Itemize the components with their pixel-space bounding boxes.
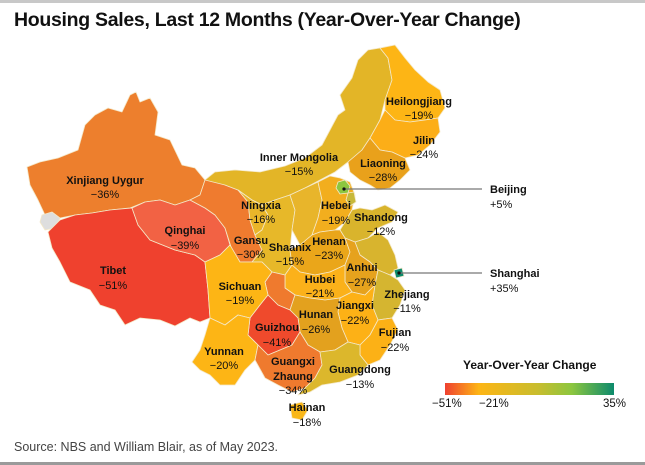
svg-text:−28%: −28%	[369, 172, 398, 184]
label-jiangxi: Jiangxi −22%	[336, 300, 374, 327]
svg-text:Beijing: Beijing	[490, 184, 527, 196]
svg-text:Yunnan: Yunnan	[204, 346, 244, 358]
svg-text:Tibet: Tibet	[100, 265, 126, 277]
label-guangdong: Guangdong −13%	[329, 364, 391, 391]
svg-text:−36%: −36%	[91, 189, 120, 201]
svg-text:−22%: −22%	[381, 342, 410, 354]
svg-text:−21%: −21%	[306, 288, 335, 300]
svg-text:−19%: −19%	[322, 215, 351, 227]
svg-text:Gansu: Gansu	[234, 235, 268, 247]
label-ningxia: Ningxia −16%	[241, 200, 282, 226]
label-hainan: Hainan −18%	[289, 402, 326, 429]
label-sichuan: Sichuan −19%	[219, 281, 262, 307]
svg-text:−22%: −22%	[341, 315, 370, 327]
label-hebei: Hebei −19%	[321, 200, 351, 227]
svg-text:−19%: −19%	[226, 295, 255, 307]
svg-text:−23%: −23%	[315, 250, 344, 262]
svg-text:−16%: −16%	[247, 214, 276, 226]
svg-text:−27%: −27%	[348, 277, 377, 289]
svg-text:Shanghai: Shanghai	[490, 268, 540, 280]
label-shandong: Shandong −12%	[354, 212, 408, 238]
label-jilin: Jilin −24%	[410, 135, 439, 161]
svg-text:−15%: −15%	[276, 256, 305, 268]
svg-text:Fujian: Fujian	[379, 327, 412, 339]
svg-text:−11%: −11%	[393, 303, 421, 315]
svg-text:Zhaung: Zhaung	[273, 371, 313, 383]
svg-text:−20%: −20%	[210, 360, 239, 372]
legend-title: Year-Over-Year Change	[463, 358, 597, 372]
callout-shanghai: Shanghai +35%	[490, 268, 540, 295]
svg-text:Hebei: Hebei	[321, 200, 351, 212]
svg-text:Zhejiang: Zhejiang	[384, 289, 429, 301]
legend-color-scale	[445, 383, 614, 395]
label-zhejiang: Zhejiang −11%	[384, 289, 429, 315]
svg-text:Guangdong: Guangdong	[329, 364, 391, 376]
svg-text:Ningxia: Ningxia	[241, 200, 282, 212]
label-anhui: Anhui −27%	[346, 262, 377, 289]
label-yunnan: Yunnan −20%	[204, 346, 244, 372]
label-shaanix: Shaanix −15%	[269, 242, 312, 268]
svg-text:Heilongjiang: Heilongjiang	[386, 96, 452, 108]
region-hainan[interactable]	[289, 401, 309, 421]
label-gansu: Gansu −30%	[234, 235, 268, 261]
svg-text:−15%: −15%	[285, 166, 314, 178]
svg-text:−51%: −51%	[99, 280, 128, 292]
label-henan: Henan −23%	[312, 236, 346, 262]
bottom-border	[0, 462, 645, 465]
svg-text:−34%: −34%	[279, 385, 308, 397]
svg-text:−24%: −24%	[410, 149, 439, 161]
svg-text:Shaanix: Shaanix	[269, 242, 312, 254]
svg-text:Jilin: Jilin	[413, 135, 435, 147]
label-inner-mongolia: Inner Mongolia −15%	[260, 152, 339, 178]
region-tibet[interactable]	[47, 207, 211, 327]
svg-text:Hainan: Hainan	[289, 402, 326, 414]
label-hubei: Hubei −21%	[305, 274, 336, 300]
label-guizhou: Guizhou −41%	[255, 322, 299, 349]
label-heilongjiang: Heilongjiang −19%	[386, 96, 452, 122]
svg-text:−30%: −30%	[237, 249, 266, 261]
label-qinghai: Qinghai −39%	[165, 225, 206, 252]
label-fujian: Fujian −22%	[379, 327, 412, 354]
legend-tick-max: 35%	[603, 398, 627, 410]
svg-text:Anhui: Anhui	[346, 262, 377, 274]
svg-text:−26%: −26%	[302, 324, 331, 336]
svg-text:−19%: −19%	[405, 110, 434, 122]
callout-beijing: Beijing +5%	[490, 184, 527, 211]
legend-tick-mid: −21%	[479, 398, 509, 410]
svg-text:Xinjiang Uygur: Xinjiang Uygur	[66, 175, 144, 187]
region-guangdong[interactable]	[297, 341, 369, 396]
svg-text:Guizhou: Guizhou	[255, 322, 299, 334]
svg-text:−18%: −18%	[293, 417, 322, 429]
svg-text:Qinghai: Qinghai	[165, 225, 206, 237]
svg-text:Jiangxi: Jiangxi	[336, 300, 374, 312]
legend-tick-min: −51%	[432, 398, 462, 410]
svg-text:Hunan: Hunan	[299, 309, 334, 321]
label-hunan: Hunan −26%	[299, 309, 334, 336]
svg-text:Guangxi: Guangxi	[271, 356, 315, 368]
svg-text:Inner Mongolia: Inner Mongolia	[260, 152, 339, 164]
label-guangxi: Guangxi Zhaung −34%	[271, 356, 315, 397]
svg-text:+5%: +5%	[490, 199, 513, 211]
label-xinjiang: Xinjiang Uygur −36%	[66, 175, 144, 201]
chart-title: Housing Sales, Last 12 Months (Year-Over…	[14, 9, 521, 31]
region-liaoning[interactable]	[347, 137, 411, 191]
svg-text:Shandong: Shandong	[354, 212, 408, 224]
svg-text:Liaoning: Liaoning	[360, 158, 406, 170]
source-note: Source: NBS and William Blair, as of May…	[14, 440, 279, 454]
region-tianjin[interactable]	[345, 191, 357, 207]
top-border	[0, 0, 645, 3]
svg-text:−13%: −13%	[346, 379, 375, 391]
svg-text:−12%: −12%	[367, 226, 396, 238]
label-tibet: Tibet −51%	[99, 265, 128, 292]
region-yunnan[interactable]	[191, 314, 259, 386]
svg-text:−39%: −39%	[171, 240, 200, 252]
svg-text:Hubei: Hubei	[305, 274, 336, 286]
svg-text:+35%: +35%	[490, 283, 519, 295]
label-liaoning: Liaoning −28%	[360, 158, 406, 184]
svg-text:Sichuan: Sichuan	[219, 281, 262, 293]
svg-text:−41%: −41%	[263, 337, 292, 349]
svg-text:Henan: Henan	[312, 236, 346, 248]
